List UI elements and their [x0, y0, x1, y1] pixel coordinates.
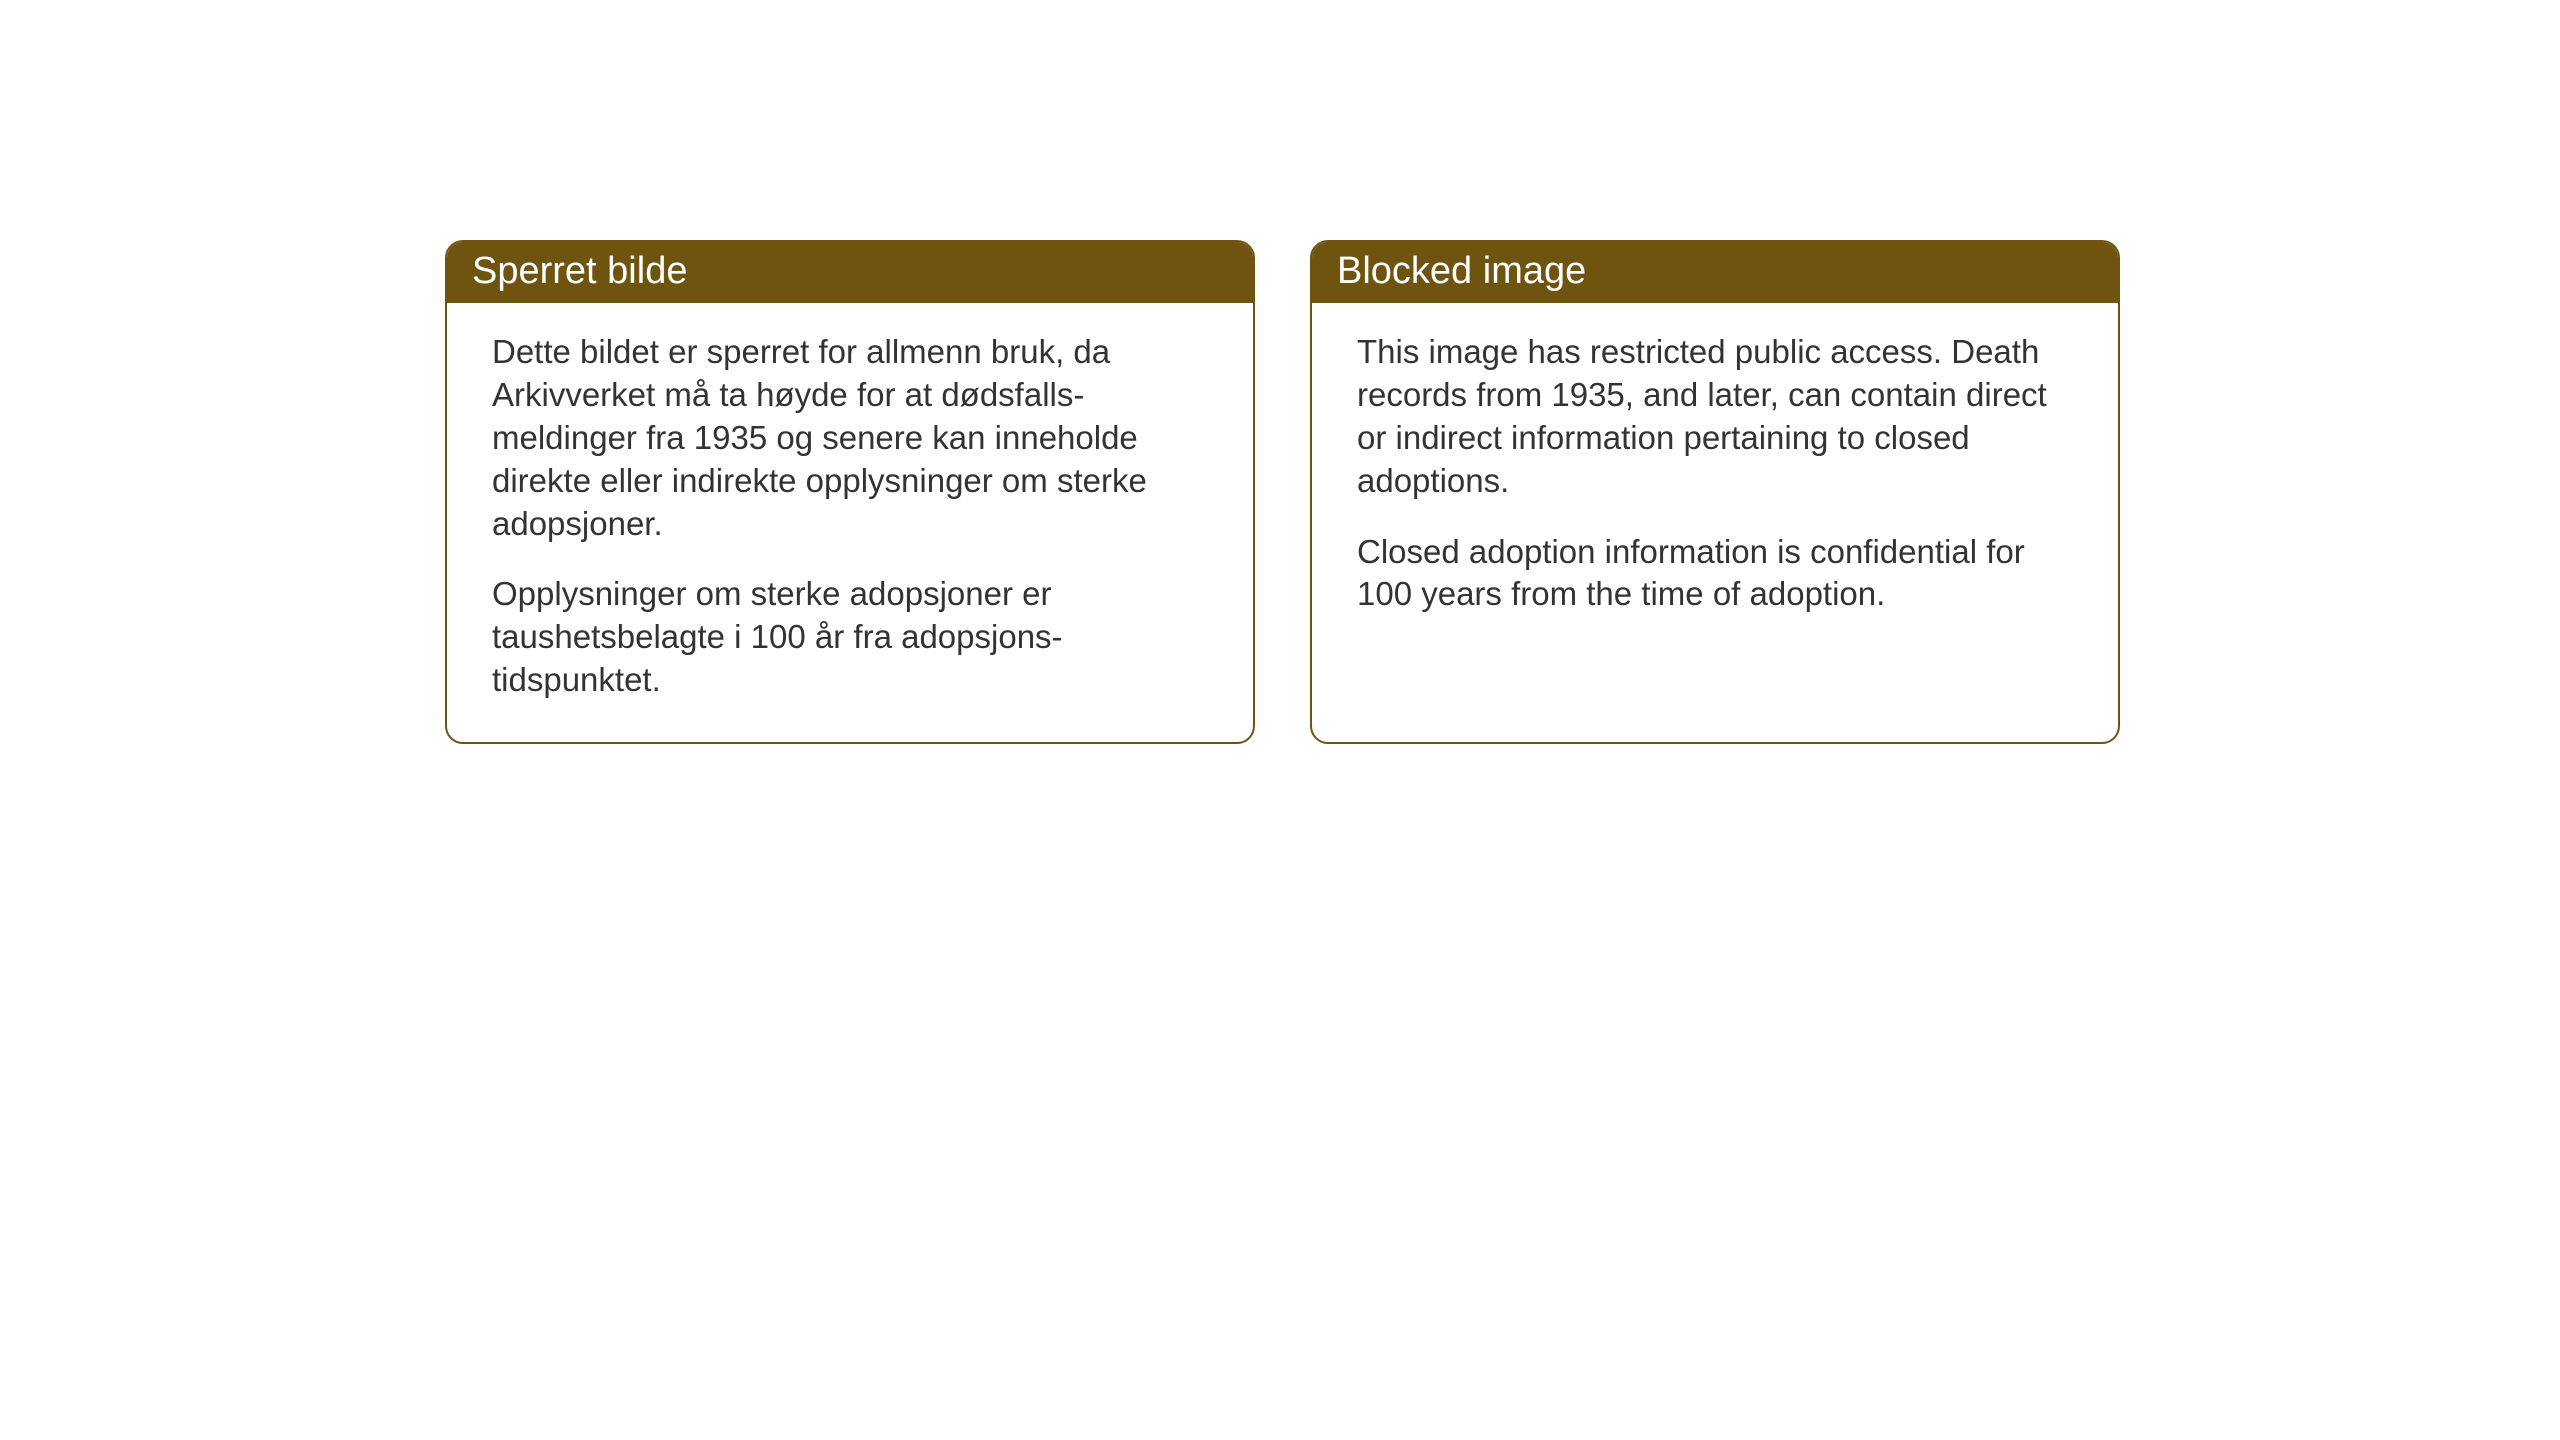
- card-title-norwegian: Sperret bilde: [447, 242, 1253, 303]
- card-paragraph-2: Closed adoption information is confident…: [1357, 531, 2073, 617]
- card-body-norwegian: Dette bildet er sperret for allmenn bruk…: [447, 303, 1253, 742]
- card-paragraph-1: This image has restricted public access.…: [1357, 331, 2073, 503]
- cards-container: Sperret bilde Dette bildet er sperret fo…: [445, 240, 2120, 744]
- card-paragraph-1: Dette bildet er sperret for allmenn bruk…: [492, 331, 1208, 545]
- card-norwegian: Sperret bilde Dette bildet er sperret fo…: [445, 240, 1255, 744]
- card-body-english: This image has restricted public access.…: [1312, 303, 2118, 656]
- card-paragraph-2: Opplysninger om sterke adopsjoner er tau…: [492, 573, 1208, 702]
- card-english: Blocked image This image has restricted …: [1310, 240, 2120, 744]
- card-title-english: Blocked image: [1312, 242, 2118, 303]
